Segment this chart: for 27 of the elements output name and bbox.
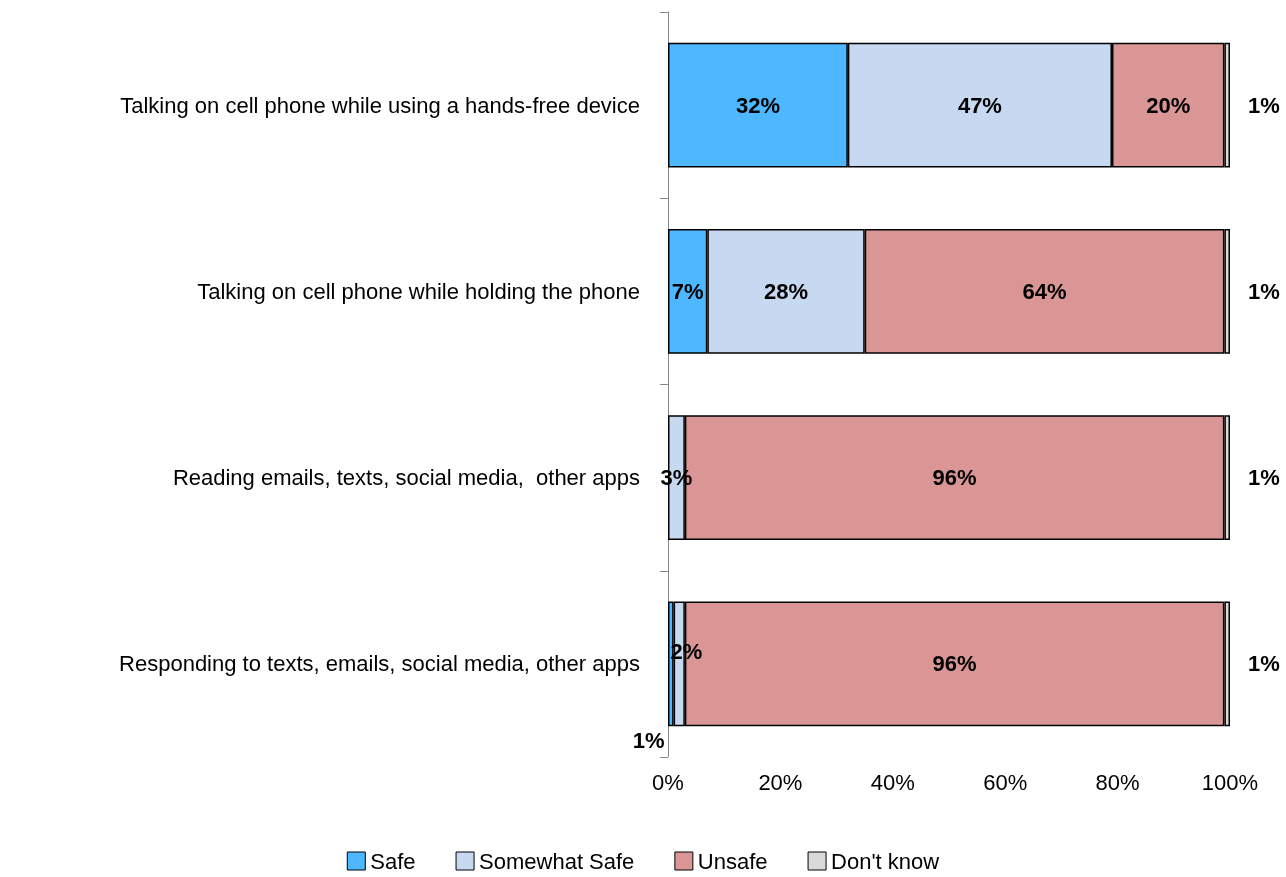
legend-label: Don't know (831, 848, 940, 874)
y-tick-label: Talking on cell phone while holding the phone (197, 278, 640, 304)
data-label: 28% (764, 278, 809, 304)
data-label: 20% (1146, 92, 1191, 118)
legend-label: Unsafe (697, 848, 768, 874)
data-label: 96% (932, 651, 977, 677)
data-label: 1% (1248, 92, 1280, 118)
data-label: 1% (632, 727, 665, 753)
data-label: 7% (671, 278, 704, 304)
y-tick-label: Talking on cell phone while using a hands-free device (120, 92, 640, 118)
x-tick-label: 0% (652, 769, 684, 795)
data-label: 32% (735, 92, 780, 118)
data-label: 1% (1248, 465, 1280, 491)
x-tick-label: 40% (870, 769, 915, 795)
data-label: 96% (932, 465, 977, 491)
legend-label: Safe (370, 848, 416, 874)
y-tick-label: Responding to texts, emails, social media, other apps (119, 651, 640, 677)
data-label: 1% (1248, 651, 1280, 677)
y-tick-label: Reading emails, texts, social media, other apps (172, 465, 640, 491)
legend-label: Somewhat Safe (479, 848, 635, 874)
data-label: 47% (957, 92, 1002, 118)
data-label: 64% (1022, 278, 1067, 304)
x-tick-label: 20% (758, 769, 803, 795)
data-label: 1% (1248, 278, 1280, 304)
x-tick-label: 60% (983, 769, 1028, 795)
x-tick-label: 80% (1095, 769, 1140, 795)
x-tick-label: 100% (1201, 769, 1259, 795)
